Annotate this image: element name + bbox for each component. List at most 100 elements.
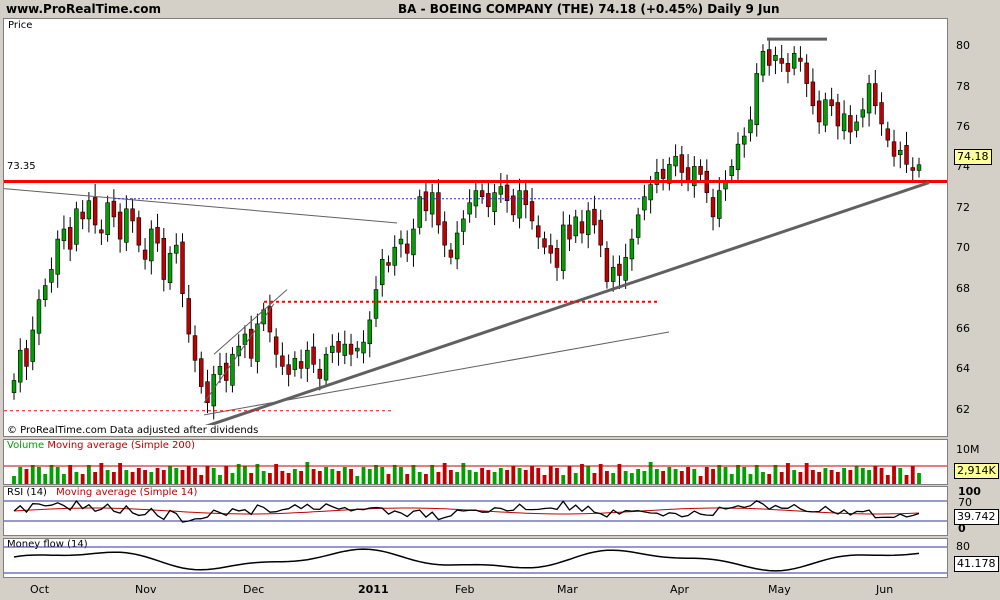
volume-bar xyxy=(30,465,35,484)
rsi-panel[interactable]: RSI (14) Moving average (Simple 14) xyxy=(3,486,948,536)
volume-bar xyxy=(742,467,747,484)
candle-up xyxy=(742,135,747,145)
candle-up xyxy=(760,50,766,76)
volume-bar xyxy=(892,466,896,484)
volume-bar xyxy=(798,472,803,484)
volume-bar xyxy=(573,473,578,484)
volume-bar xyxy=(654,469,659,484)
candle-up xyxy=(417,196,422,228)
candle-up xyxy=(898,149,903,155)
volume-bar xyxy=(168,466,172,484)
candle-up xyxy=(42,285,48,300)
candle-down xyxy=(186,298,191,335)
candle-up xyxy=(866,83,872,114)
volume-bar xyxy=(860,468,865,484)
volume-bar xyxy=(211,468,216,484)
candle-up xyxy=(361,341,366,354)
y-tick-label: 68 xyxy=(956,281,970,295)
volume-bar xyxy=(12,476,16,484)
candle-down xyxy=(567,224,572,240)
candle-up xyxy=(454,232,460,260)
volume-bar xyxy=(854,466,859,484)
candle-down xyxy=(99,229,104,234)
volume-bar xyxy=(299,471,304,484)
volume-bar xyxy=(305,462,310,484)
volume-bar xyxy=(711,469,715,484)
volume-panel[interactable]: Volume Moving average (Simple 200) xyxy=(3,439,948,485)
candle-down xyxy=(910,167,915,171)
volume-bar xyxy=(430,465,435,484)
volume-bar xyxy=(442,463,447,484)
footer-note: © ProRealTime.com Data adjusted after di… xyxy=(7,425,259,436)
site-name[interactable]: www.ProRealTime.com xyxy=(6,2,161,16)
candle-up xyxy=(149,228,154,262)
volume-bar xyxy=(611,473,616,484)
volume-bar xyxy=(723,467,728,484)
channel-line-upper xyxy=(213,289,288,355)
volume-bar xyxy=(448,470,453,484)
candle-up xyxy=(330,345,335,353)
volume-bar xyxy=(355,476,360,484)
volume-bar xyxy=(473,472,478,484)
price-axis: 62 64 66 68 70 72 74 76 78 80 xyxy=(948,18,1000,437)
candle-up xyxy=(729,166,734,176)
candle-up xyxy=(841,113,847,132)
volume-bar xyxy=(405,474,410,484)
candle-up xyxy=(230,353,235,386)
candle-down xyxy=(679,154,685,173)
candle-up xyxy=(174,244,179,254)
candle-down xyxy=(873,83,878,107)
volume-bar xyxy=(399,467,403,484)
volume-bar xyxy=(230,473,235,484)
volume-bar xyxy=(910,466,915,484)
candle-down xyxy=(592,208,597,226)
volume-tick-top: 10M xyxy=(956,443,980,456)
candle-up xyxy=(86,200,92,220)
money-flow-panel[interactable]: Money flow (14) xyxy=(3,538,948,578)
candle-up xyxy=(717,190,722,219)
volume-bar xyxy=(817,472,822,484)
rsi-tick-70: 70 xyxy=(958,496,972,509)
candle-down xyxy=(829,99,834,107)
volume-bar xyxy=(810,470,815,484)
volume-bar xyxy=(773,465,778,484)
y-tick-label: 70 xyxy=(956,241,970,255)
rsi-chart[interactable] xyxy=(4,487,947,535)
candle-down xyxy=(267,306,273,333)
volume-bar xyxy=(80,474,85,484)
candle-up xyxy=(323,353,329,381)
money-flow-badge: 41.178 xyxy=(954,556,999,572)
candle-down xyxy=(835,102,841,127)
volume-bar xyxy=(867,470,871,484)
volume-bar xyxy=(461,463,466,484)
volume-bar xyxy=(143,470,147,484)
volume-bar xyxy=(536,468,541,484)
x-axis-label: Jun xyxy=(876,583,894,596)
candle-up xyxy=(105,202,110,235)
volume-bar xyxy=(424,474,428,484)
candle-up xyxy=(754,73,759,126)
money-flow-chart[interactable] xyxy=(4,539,947,577)
candle-down xyxy=(660,168,666,179)
volume-bar xyxy=(336,471,341,484)
candle-down xyxy=(442,221,447,246)
rsi-line xyxy=(13,499,920,523)
volume-bar xyxy=(118,463,123,484)
candle-down xyxy=(348,343,354,355)
volume-bar xyxy=(24,469,29,484)
volume-bar xyxy=(361,467,366,484)
volume-bar xyxy=(686,467,690,484)
volume-bar xyxy=(717,465,722,484)
volume-bar xyxy=(155,468,160,484)
candle-down xyxy=(386,262,391,266)
price-chart[interactable] xyxy=(4,19,947,436)
x-axis-label: 2011 xyxy=(358,583,389,596)
candle-up xyxy=(36,299,42,334)
volume-bar xyxy=(86,465,91,484)
price-panel[interactable]: Price 73.35 © ProRealTime.com Data adjus… xyxy=(3,18,948,437)
candle-down xyxy=(336,341,341,353)
candle-down xyxy=(404,243,410,254)
volume-chart[interactable] xyxy=(4,440,947,484)
candle-down xyxy=(536,225,541,238)
candle-up xyxy=(355,347,360,352)
